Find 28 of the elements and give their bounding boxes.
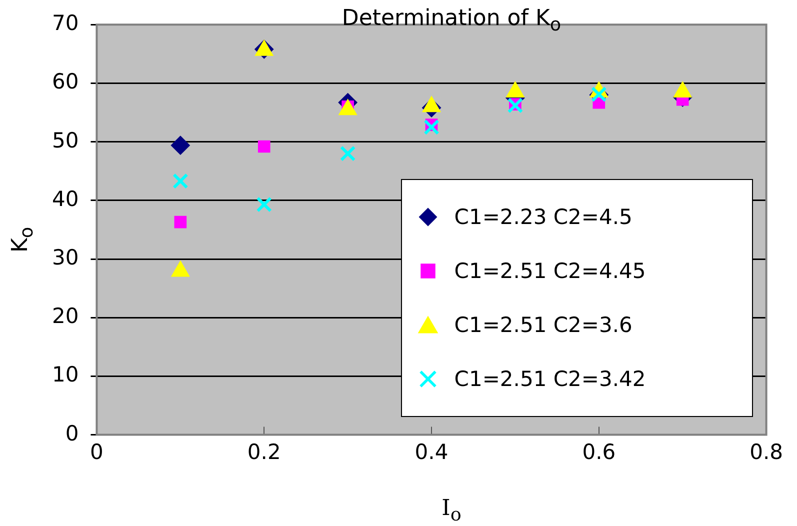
point [591, 86, 607, 102]
legend-label: C1=2.51 C2=4.45 [454, 258, 646, 283]
point [174, 216, 187, 228]
legend-label: C1=2.51 C2=3.6 [454, 312, 632, 337]
legend-label: C1=2.23 C2=4.5 [454, 204, 632, 229]
x-tick-label: 0.2 [247, 440, 281, 464]
y-tick-label: 10 [52, 362, 79, 387]
y-tick-label: 60 [52, 70, 79, 94]
y-tick-label: 50 [52, 128, 79, 152]
y-tick-label: 0 [65, 421, 79, 446]
point [507, 98, 524, 114]
point [170, 136, 190, 155]
point [256, 196, 272, 212]
x-tick-label: 0.8 [750, 440, 784, 464]
point [424, 119, 440, 136]
x-tick-label: 0 [90, 440, 104, 464]
point [340, 146, 356, 162]
point [258, 140, 270, 153]
y-tick-label: 30 [52, 245, 79, 270]
x-axis-title: I$_{o}$ [440, 496, 462, 526]
y-tick-label: 20 [52, 304, 79, 328]
point [172, 173, 188, 189]
y-tick-label: 40 [52, 186, 79, 211]
x-tick-label: 0.6 [582, 440, 616, 464]
chart-title: Determination of K$_{o}$ [340, 6, 562, 36]
legend-label: C1=2.51 C2=3.42 [454, 366, 646, 391]
y-tick-label: 70 [52, 11, 79, 36]
x-tick-label: 0.4 [414, 440, 448, 464]
